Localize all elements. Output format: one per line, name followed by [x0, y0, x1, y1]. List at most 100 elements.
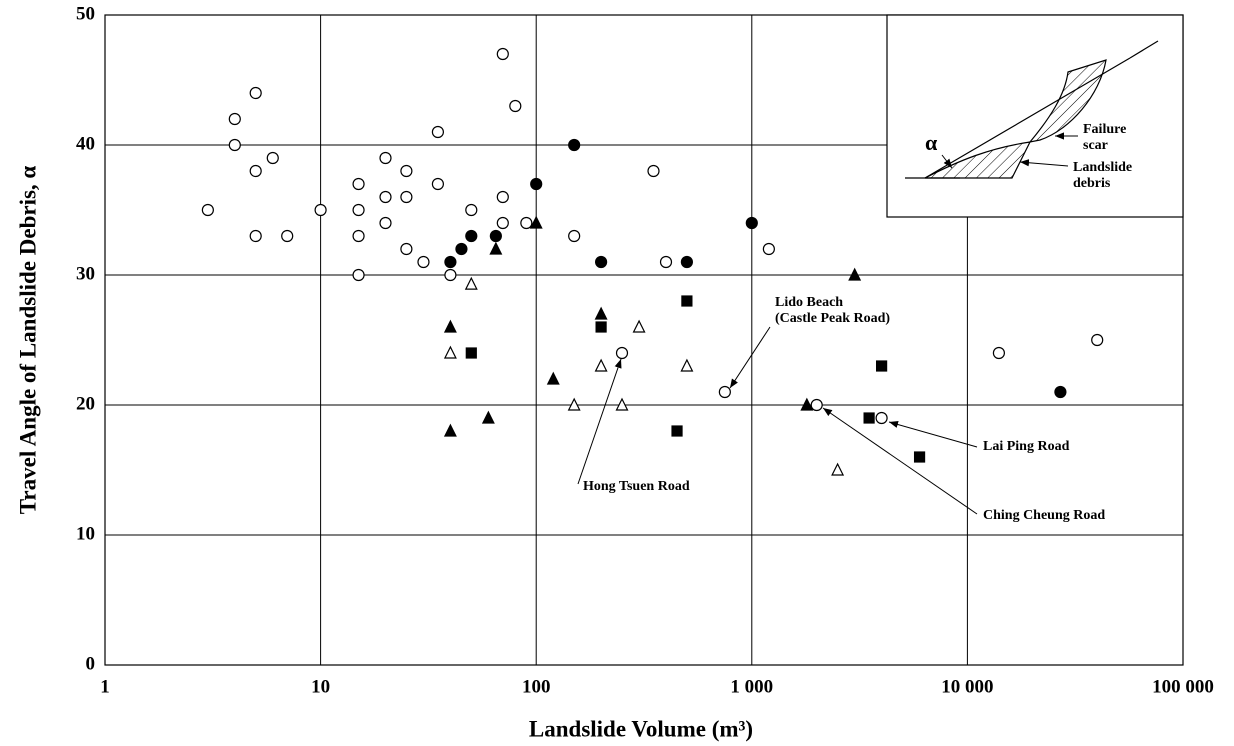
- point: [249, 86, 262, 100]
- y-tick-label: 0: [86, 653, 96, 674]
- point: [647, 164, 660, 178]
- inset-label: Failure: [1083, 122, 1126, 137]
- point: [314, 203, 327, 217]
- point: [249, 164, 262, 178]
- inset-frame: [886, 14, 1184, 218]
- point: [863, 412, 875, 424]
- point: [444, 255, 457, 269]
- point: [417, 255, 430, 269]
- x-axis-label: Landslide Volume (m³): [529, 716, 753, 741]
- point: [400, 190, 413, 204]
- point: [520, 216, 533, 230]
- debris-arrow: [1019, 159, 1069, 167]
- x-tick-label: 100: [522, 676, 551, 697]
- annotation: (Castle Peak Road): [775, 311, 890, 326]
- point: [876, 360, 888, 372]
- point: [379, 190, 392, 204]
- y-axis-label: Travel Angle of Landslide Debris, α: [15, 166, 40, 515]
- failure-scar: [1028, 59, 1107, 143]
- crest-line: [1129, 40, 1159, 59]
- x-tick-label: 1: [100, 676, 110, 697]
- annotation-arrow: [577, 358, 622, 485]
- point: [201, 203, 214, 217]
- plot-frame: [104, 14, 1184, 666]
- point: [1054, 385, 1067, 399]
- point: [266, 151, 279, 165]
- point: [379, 216, 392, 230]
- point: [800, 397, 814, 411]
- x-tick-label: 10 000: [941, 676, 993, 697]
- y-tick-label: 40: [76, 133, 95, 154]
- point: [431, 125, 445, 139]
- point: [546, 371, 560, 385]
- point: [281, 229, 294, 243]
- x-tick-label: 10: [311, 676, 330, 697]
- point: [680, 358, 694, 372]
- annotation-arrow: [822, 407, 978, 515]
- point: [444, 268, 457, 282]
- point: [379, 151, 392, 165]
- point: [875, 411, 888, 425]
- point: [632, 319, 646, 333]
- point: [595, 321, 607, 333]
- y-tick-label: 10: [76, 523, 95, 544]
- point: [810, 398, 823, 412]
- y-tick-label: 30: [76, 263, 95, 284]
- point: [718, 385, 731, 399]
- point: [1091, 333, 1104, 347]
- point: [594, 306, 608, 320]
- annotation-arrow: [729, 326, 771, 389]
- point: [615, 346, 629, 360]
- point: [443, 319, 457, 333]
- point: [568, 229, 581, 243]
- point: [509, 99, 522, 113]
- inset-label: debris: [1073, 176, 1111, 191]
- point: [671, 425, 683, 437]
- point: [464, 276, 478, 290]
- point: [762, 242, 775, 256]
- point: [992, 346, 1006, 360]
- alpha-arrow: [941, 154, 953, 169]
- point: [567, 397, 581, 411]
- point: [496, 216, 509, 230]
- landslide-debris: [924, 141, 1032, 179]
- point: [400, 242, 413, 256]
- point: [489, 241, 503, 255]
- point: [496, 190, 509, 204]
- point: [831, 462, 845, 476]
- point: [594, 358, 608, 372]
- point: [659, 255, 673, 269]
- point: [455, 242, 468, 256]
- point: [496, 47, 509, 61]
- inset-label: Landslide: [1073, 160, 1132, 175]
- point: [848, 267, 862, 281]
- point: [352, 203, 365, 217]
- point: [465, 229, 478, 243]
- y-tick-label: 50: [76, 3, 95, 24]
- point: [431, 177, 445, 191]
- point: [745, 216, 758, 230]
- point: [228, 112, 241, 126]
- point: [352, 229, 365, 243]
- y-tick-label: 20: [76, 393, 95, 414]
- point: [529, 215, 543, 229]
- x-tick-label: 100 000: [1152, 676, 1214, 697]
- point: [465, 347, 477, 359]
- inset-label: α: [925, 130, 938, 155]
- point: [913, 451, 926, 463]
- point: [352, 177, 365, 191]
- inset-label: scar: [1083, 138, 1108, 153]
- point: [615, 397, 629, 411]
- annotation: Ching Cheung Road: [983, 508, 1105, 523]
- point: [352, 268, 365, 282]
- point: [400, 164, 413, 178]
- point: [481, 410, 495, 424]
- point: [249, 229, 262, 243]
- point: [443, 345, 457, 359]
- annotation-arrow: [888, 420, 978, 448]
- point: [568, 138, 581, 152]
- point: [489, 229, 502, 243]
- point: [443, 423, 457, 437]
